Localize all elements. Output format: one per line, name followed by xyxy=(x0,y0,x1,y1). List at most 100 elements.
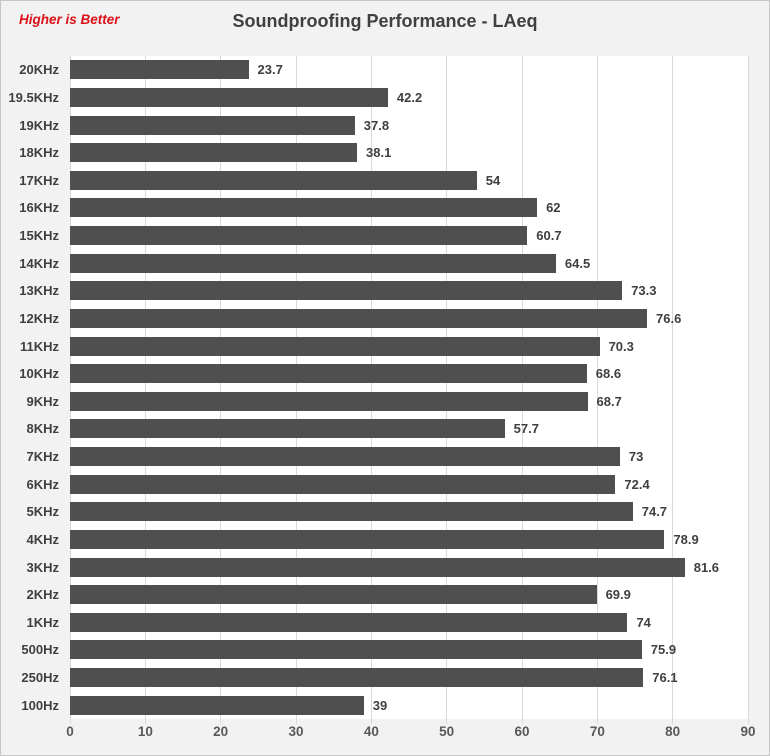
gridline xyxy=(672,56,674,724)
category-label: 19KHz xyxy=(19,117,59,133)
gridline xyxy=(295,56,297,724)
category-label: 14KHz xyxy=(19,255,59,271)
category-label: 20KHz xyxy=(19,62,59,78)
bar-value-label: 64.5 xyxy=(564,255,591,271)
category-label: 9KHz xyxy=(26,393,59,409)
gridline xyxy=(747,56,749,724)
category-axis: 20KHz 19.5KHz 19KHz 18KHz 17KHz 16KHz 15KHz 14K… xyxy=(1,56,63,719)
bar-row: 78.9 xyxy=(70,526,748,554)
bar-row: 68.6 xyxy=(70,360,748,388)
category-label: 8KHz xyxy=(26,421,59,437)
x-tick-label: 40 xyxy=(363,724,379,739)
bar xyxy=(70,87,388,107)
category-label: 250Hz xyxy=(21,670,59,686)
bar-row: 74.7 xyxy=(70,498,748,526)
value-axis: 0 10 20 30 40 50 60 70 80 90 xyxy=(66,724,755,744)
bar-row: 39 xyxy=(70,691,748,719)
x-tick-label: 0 xyxy=(66,724,74,739)
bar xyxy=(70,640,642,660)
category-label: 6KHz xyxy=(26,476,59,492)
bar-row: 75.9 xyxy=(70,636,748,664)
bar-row: 64.5 xyxy=(70,249,748,277)
bar xyxy=(70,585,597,605)
category-label: 19.5KHz xyxy=(8,89,59,105)
category-label: 16KHz xyxy=(19,200,59,216)
bar xyxy=(70,391,588,411)
x-tick-label: 70 xyxy=(589,724,605,739)
x-tick-label: 60 xyxy=(514,724,530,739)
bar-row: 57.7 xyxy=(70,415,748,443)
bar-row: 38.1 xyxy=(70,139,748,167)
gridline xyxy=(220,56,222,724)
chart-title: Soundproofing Performance - LAeq xyxy=(232,11,538,31)
bar-row: 42.2 xyxy=(70,84,748,112)
bar-value-label: 78.9 xyxy=(673,531,699,547)
x-tick-label: 20 xyxy=(213,724,229,739)
bar-value-label: 23.7 xyxy=(257,62,283,78)
bar-rows: 23.7 42.2 37.8 38.1 54 62 60.7 64.5 73.3 76.6 70.3… xyxy=(70,56,748,719)
bar xyxy=(70,695,364,715)
gridlines xyxy=(69,56,749,724)
bar-value-label: 72.4 xyxy=(624,476,650,492)
bar-row: 76.1 xyxy=(70,664,748,692)
gridline xyxy=(446,56,448,724)
bar xyxy=(70,502,633,522)
bar-value-label: 42.2 xyxy=(396,89,423,105)
bar xyxy=(70,447,620,467)
bar xyxy=(70,170,477,190)
gridline xyxy=(521,56,523,724)
bar-value-label: 74 xyxy=(636,614,651,630)
bar xyxy=(70,557,685,577)
higher-is-better-note: Higher is Better xyxy=(19,12,120,27)
bar-value-label: 76.1 xyxy=(652,670,678,686)
x-tick-label: 80 xyxy=(665,724,681,739)
bar-row: 73 xyxy=(70,443,748,471)
bar xyxy=(70,336,600,356)
bar-value-label: 60.7 xyxy=(536,228,562,244)
bar-value-label: 69.9 xyxy=(605,587,631,603)
category-label: 3KHz xyxy=(26,559,59,575)
gridline xyxy=(144,56,146,724)
bar-row: 72.4 xyxy=(70,470,748,498)
x-tick-label: 50 xyxy=(439,724,455,739)
bar-row: 70.3 xyxy=(70,332,748,360)
category-label: 10KHz xyxy=(19,366,59,382)
category-label: 1KHz xyxy=(26,614,59,630)
bar-value-label: 37.8 xyxy=(363,117,390,133)
bar-row: 73.3 xyxy=(70,277,748,305)
bar-value-label: 68.7 xyxy=(596,393,622,409)
bar-row: 69.9 xyxy=(70,581,748,609)
bar xyxy=(70,281,623,301)
bar-row: 74 xyxy=(70,609,748,637)
bar xyxy=(70,60,249,80)
bar-value-label: 73 xyxy=(628,449,644,465)
gridline xyxy=(370,56,372,724)
bar xyxy=(70,198,538,218)
category-label: 12KHz xyxy=(19,310,59,326)
bar xyxy=(70,668,644,688)
category-label: 100Hz xyxy=(21,697,59,713)
category-label: 13KHz xyxy=(19,283,59,299)
category-label: 7KHz xyxy=(26,449,59,465)
bar xyxy=(70,143,358,163)
category-label: 15KHz xyxy=(19,228,59,244)
bar xyxy=(70,612,628,632)
bar-value-label: 57.7 xyxy=(513,421,539,437)
bar-value-label: 62 xyxy=(546,200,561,216)
category-label: 500Hz xyxy=(21,642,59,658)
bar-value-label: 68.6 xyxy=(595,366,622,382)
bar-value-label: 74.7 xyxy=(641,504,668,520)
bar-row: 62 xyxy=(70,194,748,222)
bar-row: 37.8 xyxy=(70,111,748,139)
category-label: 11KHz xyxy=(19,338,59,354)
bar xyxy=(70,308,648,328)
bar-value-label: 75.9 xyxy=(650,642,677,658)
bar-value-label: 73.3 xyxy=(631,283,657,299)
gridline xyxy=(596,56,598,724)
category-label: 17KHz xyxy=(19,172,59,188)
bar-value-label: 38.1 xyxy=(366,145,392,161)
gridline xyxy=(69,56,71,724)
bar-row: 54 xyxy=(70,167,748,195)
bar xyxy=(70,474,616,494)
